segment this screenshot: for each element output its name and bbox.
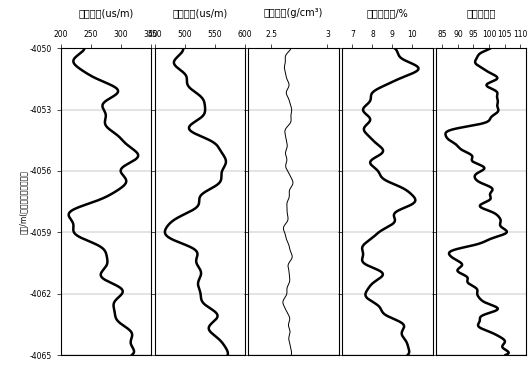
Title: 纵波时差(us/m): 纵波时差(us/m)	[78, 8, 133, 18]
Title: 横波时差(us/m): 横波时差(us/m)	[172, 8, 227, 18]
Title: 自然伽马值: 自然伽马值	[467, 8, 496, 18]
Title: 储层孔隙度/%: 储层孔隙度/%	[367, 8, 408, 18]
Y-axis label: 深度/m(垂深）泥页岩发育段: 深度/m(垂深）泥页岩发育段	[19, 170, 28, 233]
Title: 岩石密度(g/cm³): 岩石密度(g/cm³)	[264, 8, 323, 18]
